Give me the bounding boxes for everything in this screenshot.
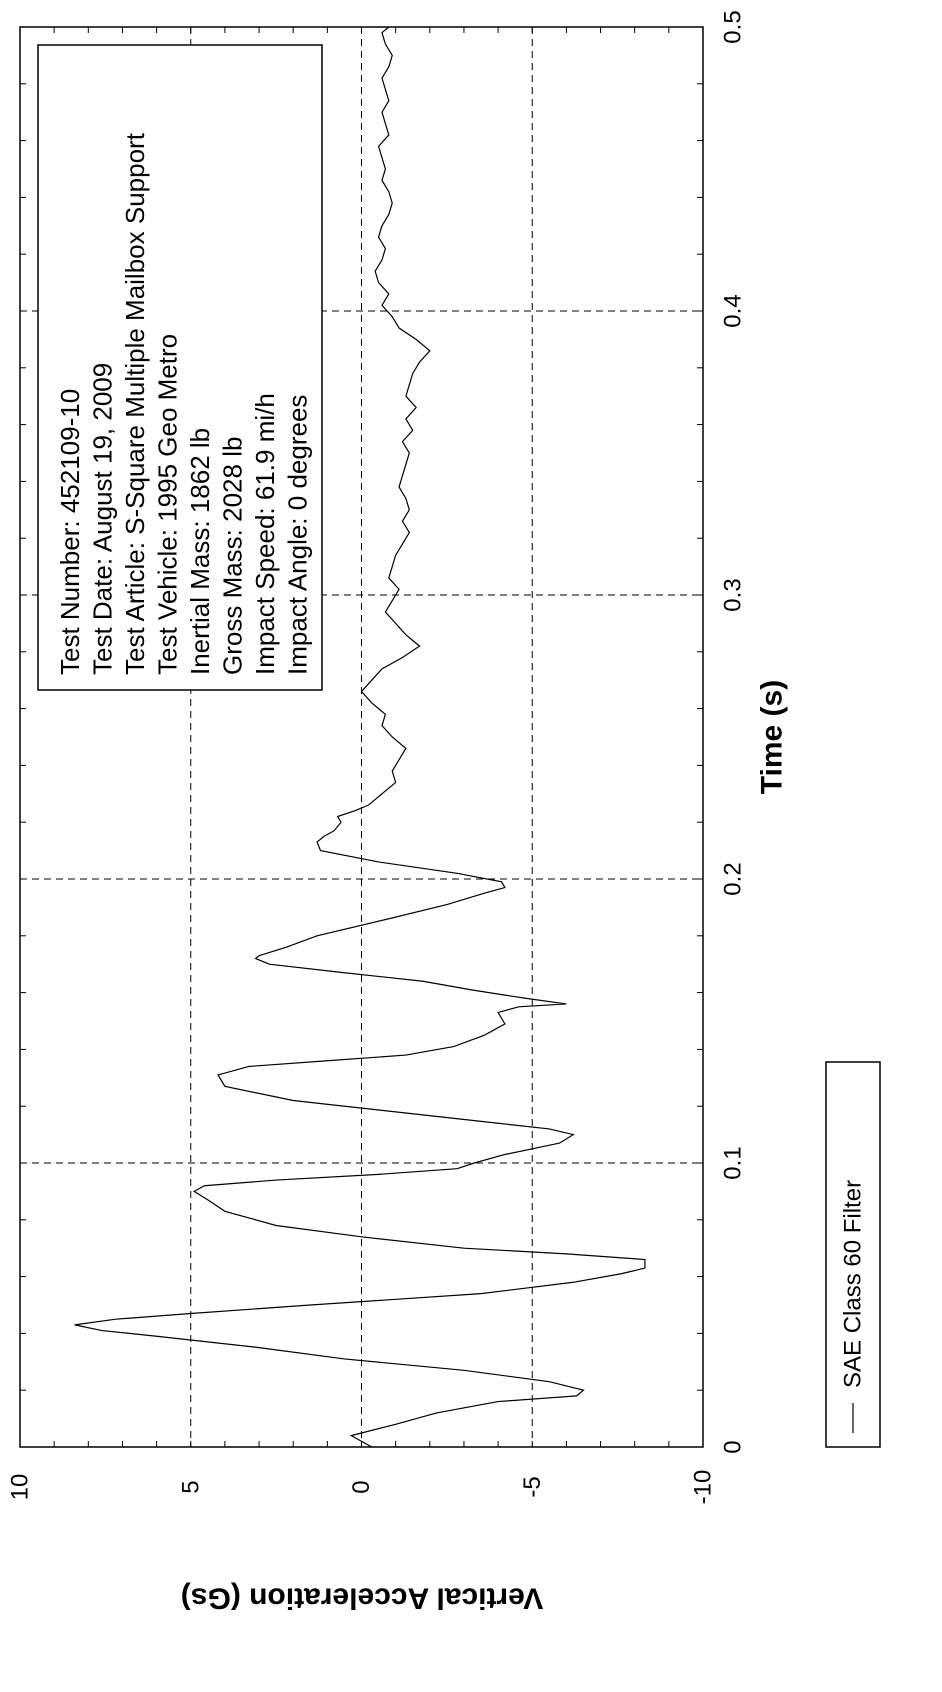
info-test-vehicle: Test Vehicle: 1995 Geo Metro xyxy=(153,334,183,675)
accel-tick-label: 0 xyxy=(348,1480,375,1493)
time-tick-label: 0.5 xyxy=(720,10,747,43)
info-inertial-mass: Inertial Mass: 1862 lb xyxy=(185,428,215,675)
accel-tick-label: 5 xyxy=(177,1480,204,1493)
info-impact-speed: Impact Speed: 61.9 mi/h xyxy=(250,393,280,675)
test-info-box-frame xyxy=(37,44,323,691)
info-gross-mass: Gross Mass: 2028 lb xyxy=(218,437,248,675)
series-line-sae-class-60-filter xyxy=(74,26,646,1448)
test-info-box: Test Number: 452109-10 Test Date: August… xyxy=(37,44,323,691)
time-tick-label: 0.4 xyxy=(720,294,747,327)
acceleration-axis-tick-labels: -10 -5 0 5 10 xyxy=(7,1470,717,1505)
info-impact-angle: Impact Angle: 0 degrees xyxy=(283,395,313,675)
legend-frame xyxy=(825,1061,881,1448)
accel-tick-label: -10 xyxy=(690,1470,717,1505)
info-test-number: Test Number: 452109-10 xyxy=(55,389,85,675)
time-tick-label: 0.2 xyxy=(720,862,747,895)
accel-tick-label: -5 xyxy=(519,1476,546,1497)
minor-ticks xyxy=(20,27,703,1447)
info-test-article: Test Article: S-Square Multiple Mailbox … xyxy=(120,132,150,675)
legend-entry-label: SAE Class 60 Filter xyxy=(840,1180,867,1388)
time-tick-label: 0.3 xyxy=(720,578,747,611)
time-axis-tick-labels: 0 0.1 0.2 0.3 0.4 0.5 xyxy=(720,10,747,1453)
time-tick-label: 0 xyxy=(720,1440,747,1453)
legend: SAE Class 60 Filter xyxy=(825,1061,881,1448)
accel-tick-label: 10 xyxy=(7,1474,34,1501)
acceleration-axis-title: Vertical Acceleration (Gs) xyxy=(181,1582,543,1615)
info-test-date: Test Date: August 19, 2009 xyxy=(88,363,118,675)
time-tick-label: 0.1 xyxy=(720,1146,747,1179)
time-axis-title: Time (s) xyxy=(756,680,789,794)
